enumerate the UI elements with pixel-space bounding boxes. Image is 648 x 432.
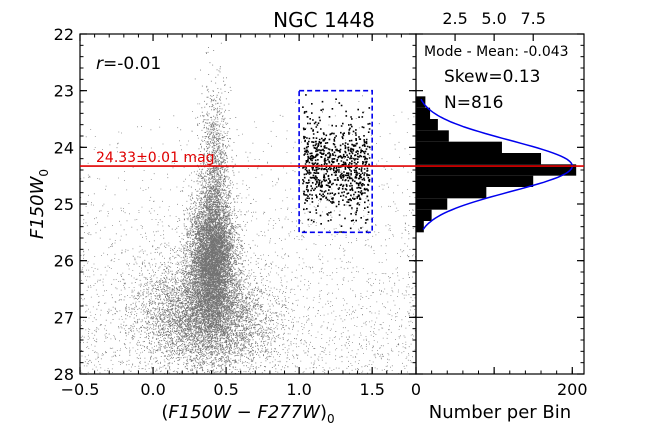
histogram-bar xyxy=(416,96,426,108)
r-value: =-0.01 xyxy=(103,54,161,74)
hist-x-tick-label: 200 xyxy=(557,380,588,399)
cmd-x-ticks: −0.5 0.0 0.5 1.0 1.5 xyxy=(61,34,402,399)
histogram-bar xyxy=(416,209,432,221)
hist-x-ticks: 0 200 xyxy=(411,367,588,399)
hist-x-tick-label: 0 xyxy=(411,380,421,399)
histogram-bar xyxy=(416,119,438,131)
trgb-label: 24.33±0.01 mag xyxy=(96,150,215,166)
histogram-bar xyxy=(416,221,424,233)
cmd-y-tick-label: 23 xyxy=(54,82,74,101)
n-annotation: N=816 xyxy=(444,93,503,113)
cmd-scatter-cloud xyxy=(80,42,416,374)
hist-top-tick-label: 5.0 xyxy=(481,9,506,28)
histogram-bar xyxy=(416,164,577,176)
selection-box xyxy=(298,89,373,234)
cmd-scatter-points xyxy=(80,42,416,374)
histogram-bars xyxy=(416,96,577,233)
selected-stars xyxy=(302,94,371,233)
ylabel-subscript: 0 xyxy=(37,169,51,177)
hist-top-tick-label: 7.5 xyxy=(520,9,545,28)
histogram-bar xyxy=(416,130,449,142)
skew-annotation: Skew=0.13 xyxy=(444,67,541,87)
selected-stars-points xyxy=(302,94,371,233)
histogram-bar xyxy=(416,153,542,165)
cmd-y-tick-label: 27 xyxy=(54,308,74,327)
cmd-x-tick-label: −0.5 xyxy=(61,380,100,399)
mode-mean-annotation: Mode - Mean: -0.043 xyxy=(424,44,569,60)
ylabel-f150w: F150W xyxy=(27,175,48,239)
cmd-y-axis-label: F150W0 xyxy=(27,169,51,239)
xlabel-subscript: 0 xyxy=(327,412,335,426)
cmd-x-axis-label: (F150W − F277W)0 xyxy=(161,402,334,426)
cmd-y-tick-label: 26 xyxy=(54,252,74,271)
histogram-bar xyxy=(416,198,448,210)
gaussian-fit-curve xyxy=(420,98,574,230)
histogram-bar xyxy=(416,141,502,153)
histogram-bar xyxy=(416,187,487,199)
hist-top-ticks: 2.5 5.0 7.5 xyxy=(442,9,546,41)
xlabel-f277w: F277W xyxy=(257,402,321,423)
cmd-x-tick-label: 0.0 xyxy=(140,380,165,399)
cmd-y-tick-label: 28 xyxy=(54,365,74,384)
histogram-panel: 0 200 2.5 5.0 7.5 Mode - Mean: -0.043 Skew=… xyxy=(411,9,588,423)
xlabel-close: ) xyxy=(320,402,327,423)
cmd-x-tick-label: 1.5 xyxy=(359,380,384,399)
hist-y-ticks xyxy=(416,33,584,375)
chart-title: NGC 1448 xyxy=(273,8,375,32)
cmd-y-tick-label: 25 xyxy=(54,195,74,214)
histogram-bar xyxy=(416,107,431,119)
cmd-y-tick-label: 22 xyxy=(54,25,74,44)
r-symbol: r xyxy=(96,54,104,74)
cmd-x-tick-label: 0.5 xyxy=(213,380,238,399)
cmd-x-tick-label: 1.0 xyxy=(286,380,311,399)
hist-x-axis-label: Number per Bin xyxy=(429,402,571,423)
xlabel-minus: − xyxy=(231,402,258,423)
cmd-y-tick-label: 24 xyxy=(54,138,74,157)
histogram-bar xyxy=(416,175,534,187)
hist-top-tick-label: 2.5 xyxy=(442,9,467,28)
xlabel-open: ( xyxy=(161,402,168,423)
correlation-annotation: r=-0.01 xyxy=(96,54,161,74)
xlabel-f150w: F150W xyxy=(168,402,232,423)
